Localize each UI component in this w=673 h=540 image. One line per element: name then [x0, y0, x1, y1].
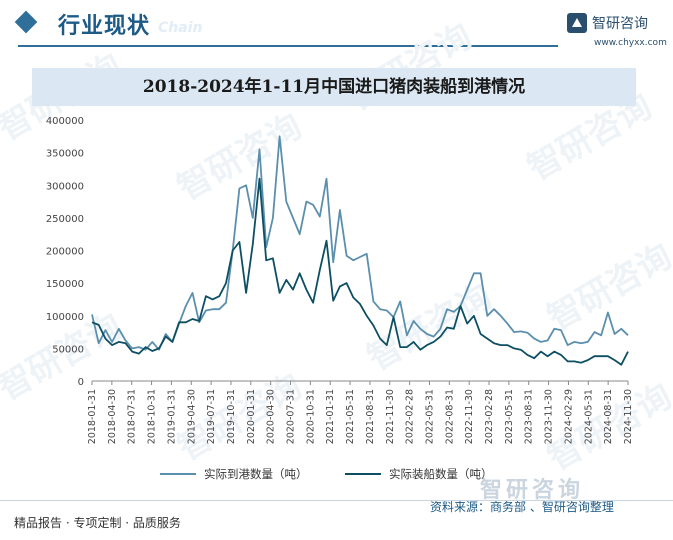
x-tick-label: 2019-07-31 [206, 389, 217, 444]
x-tick-label: 2023-02-28 [484, 389, 495, 444]
header: 行业现状 Chain [0, 0, 673, 48]
section-title: 行业现状 [58, 14, 151, 39]
y-tick-label: 300000 [46, 181, 84, 192]
x-tick-label: 2018-10-31 [147, 389, 158, 444]
legend-label-shipment: 实际装船数量（吨） [389, 467, 493, 481]
x-tick-label: 2021-01-31 [325, 389, 336, 444]
x-tick-label: 2022-02-28 [405, 389, 416, 444]
legend: 实际到港数量（吨） 实际装船数量（吨） [160, 467, 493, 481]
y-tick-label: 0 [78, 377, 84, 388]
legend-label-arrival: 实际到港数量（吨） [204, 467, 308, 481]
line-chart: 0 50000 100000 150000 200000 250000 300000 3500… [46, 116, 634, 481]
x-tick-label: 2019-01-31 [166, 389, 177, 444]
footer-logo: 智研咨询 [480, 478, 585, 503]
y-tick-label: 350000 [46, 149, 84, 160]
y-axis: 0 50000 100000 150000 200000 250000 300000 3500… [46, 116, 84, 388]
y-tick-label: 100000 [46, 312, 84, 323]
x-tick-label: 2021-05-31 [345, 389, 356, 444]
x-axis: 2018-01-31 2018-04-30 2018-07-31 2018-10-31… [87, 380, 634, 444]
x-tick-label: 2019-10-31 [226, 389, 237, 444]
header-divider [18, 45, 558, 47]
section-ghost-text: Chain [158, 20, 203, 36]
x-tick-label: 2024-02-29 [563, 389, 574, 444]
brand-logo-icon [567, 13, 587, 33]
y-tick-label: 150000 [46, 279, 84, 290]
x-tick-label: 2019-04-30 [186, 389, 197, 444]
x-tick-label: 2021-11-30 [385, 389, 396, 444]
footer-tagline: 精品报告 · 专项定制 · 品质服务 [14, 516, 181, 530]
footer-divider [0, 500, 673, 501]
y-tick-label: 50000 [52, 344, 84, 355]
y-tick-label: 400000 [46, 116, 84, 127]
brand-url: www.chyxx.com [594, 38, 667, 48]
x-tick-label: 2022-05-31 [424, 389, 435, 444]
x-tick-label: 2020-04-30 [266, 389, 277, 444]
series-line-arrival [91, 135, 629, 351]
x-tick-label: 2023-08-31 [524, 389, 535, 444]
x-tick-label: 2023-11-30 [544, 389, 555, 444]
series-layer [91, 135, 629, 366]
x-tick-label: 2024-05-31 [583, 389, 594, 444]
brand-logo: 智研咨询 www.chyxx.com [566, 12, 667, 52]
y-tick-label: 250000 [46, 214, 84, 225]
y-tick-label: 200000 [46, 247, 84, 258]
x-tick-label: 2018-04-30 [107, 389, 118, 444]
x-tick-label: 2020-07-31 [286, 389, 297, 444]
series-line-shipment [91, 177, 629, 366]
x-tick-label: 2022-08-31 [444, 389, 455, 444]
source-note: 资料来源：商务部 、智研咨询整理 [430, 500, 614, 514]
x-tick-label: 2018-07-31 [127, 389, 138, 444]
x-tick-label: 2023-05-31 [504, 389, 515, 444]
brand-name: 智研咨询 [592, 16, 648, 32]
x-tick-label: 2024-08-31 [603, 389, 614, 444]
chart-title-band: 2018-2024年1-11月中国进口猪肉装船到港情况 [32, 68, 636, 106]
x-tick-label: 2022-11-30 [464, 389, 475, 444]
x-tick-label: 2018-01-31 [87, 389, 98, 444]
x-tick-label: 2024-11-30 [623, 389, 634, 444]
x-tick-label: 2021-08-31 [365, 389, 376, 444]
x-tick-label: 2020-10-31 [305, 389, 316, 444]
x-tick-label: 2020-01-31 [246, 389, 257, 444]
chart-title: 2018-2024年1-11月中国进口猪肉装船到港情况 [142, 77, 526, 97]
